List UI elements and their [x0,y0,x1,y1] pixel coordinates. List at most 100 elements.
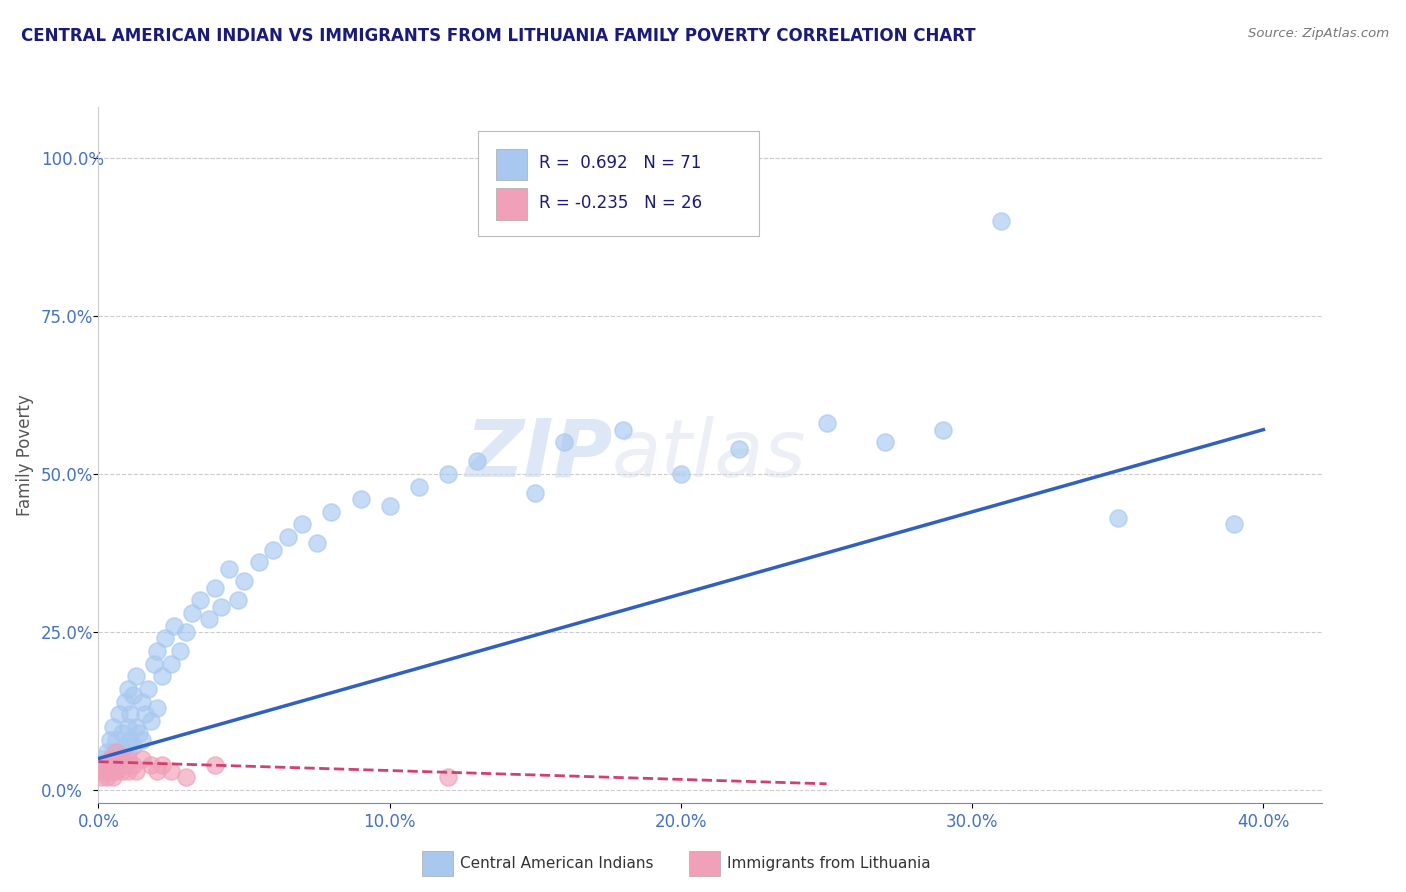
Point [117,681,139,696]
Point [111,751,134,765]
Point [101,764,124,779]
Point [104,764,127,779]
Point [198,612,221,626]
Point [101,771,124,785]
Bar [496,188,526,219]
Point [226,593,249,607]
Point [90,751,112,765]
Point [169,644,191,658]
Point [160,764,183,779]
Point [128,726,150,740]
Point [134,707,156,722]
Bar [496,149,526,180]
Point [152,669,174,683]
Text: atlas: atlas [612,416,807,494]
Point [180,606,202,620]
Point [728,442,751,456]
Point [321,505,343,519]
Point [120,707,142,722]
Point [125,669,148,683]
Point [378,499,401,513]
Point [873,435,896,450]
Point [524,486,547,500]
Point [437,771,460,785]
Point [101,757,124,772]
Point [990,214,1012,228]
Text: Source: ZipAtlas.com: Source: ZipAtlas.com [1249,27,1389,40]
Point [174,625,197,640]
Point [96,757,118,772]
Point [96,757,118,772]
Point [437,467,460,481]
Point [1107,511,1129,525]
Point [815,417,838,431]
Point [163,618,186,632]
Point [131,695,153,709]
Point [131,732,153,747]
Point [93,764,115,779]
Point [139,714,162,728]
Point [1223,517,1246,532]
Point [174,771,197,785]
Point [117,720,139,734]
Point [233,574,256,589]
Point [277,530,299,544]
Text: CENTRAL AMERICAN INDIAN VS IMMIGRANTS FROM LITHUANIA FAMILY POVERTY CORRELATION : CENTRAL AMERICAN INDIAN VS IMMIGRANTS FR… [21,27,976,45]
Point [218,562,240,576]
Point [122,739,145,753]
Text: R =  0.692   N = 71: R = 0.692 N = 71 [538,153,702,171]
Point [111,764,134,779]
Point [120,732,142,747]
Text: Central American Indians: Central American Indians [460,856,654,871]
Point [98,732,121,747]
Point [108,745,131,759]
Point [114,757,136,772]
Point [145,644,167,658]
Point [104,745,127,759]
Point [247,556,270,570]
Point [98,757,121,772]
Point [131,751,153,765]
Point [108,757,131,772]
Point [305,536,328,550]
Point [188,593,212,607]
Point [160,657,183,671]
Text: R = -0.235   N = 26: R = -0.235 N = 26 [538,194,702,212]
FancyBboxPatch shape [478,131,759,235]
Point [117,745,139,759]
Point [111,751,134,765]
Point [114,739,136,753]
Point [101,720,124,734]
Point [96,771,118,785]
Point [122,688,145,702]
Point [465,454,488,468]
Point [125,720,148,734]
Point [125,764,148,779]
Point [96,745,118,759]
Point [139,757,162,772]
Point [349,492,371,507]
Text: ZIP: ZIP [465,416,612,494]
Point [136,681,159,696]
Point [117,751,139,765]
Point [104,751,127,765]
Point [262,542,284,557]
Text: Immigrants from Lithuania: Immigrants from Lithuania [727,856,931,871]
Point [553,435,575,450]
Point [104,732,127,747]
Point [204,581,226,595]
Point [932,423,955,437]
Point [117,764,139,779]
Point [93,764,115,779]
Point [209,599,232,614]
Point [108,707,131,722]
Y-axis label: Family Poverty: Family Poverty [15,394,34,516]
Point [669,467,692,481]
Point [111,726,134,740]
Point [114,695,136,709]
Point [204,757,226,772]
Point [612,423,634,437]
Point [98,751,121,765]
Point [122,757,145,772]
Point [408,479,430,493]
